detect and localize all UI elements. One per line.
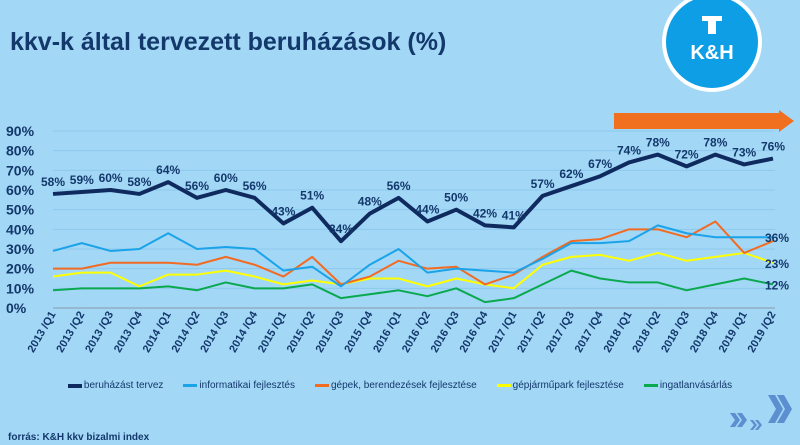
y-tick-label: 60% xyxy=(6,182,35,198)
legend-swatch xyxy=(315,384,329,387)
series-line xyxy=(52,269,774,304)
data-label: 60% xyxy=(99,171,123,185)
chart-legend: beruházást tervez informatikai fejlesztés… xyxy=(0,380,800,391)
trend-arrow-icon xyxy=(614,110,794,132)
x-tick-label: 2016 /Q2 xyxy=(400,310,433,355)
data-label: 78% xyxy=(703,136,727,150)
y-tick-label: 0% xyxy=(6,300,27,316)
x-tick-label: 2013 /Q3 xyxy=(83,310,116,355)
y-tick-label: 10% xyxy=(6,280,35,296)
legend-label: informatikai fejlesztés xyxy=(199,380,295,391)
line-chart: 0%10%20%30%40%50%60%70%80%90%2013 /Q1201… xyxy=(6,123,789,355)
y-tick-label: 30% xyxy=(6,241,35,257)
data-label: 42% xyxy=(473,206,497,220)
x-tick-label: 2016 /Q3 xyxy=(429,310,462,355)
legend-item: ingatlanvásárlás xyxy=(643,380,733,391)
y-tick-label: 90% xyxy=(6,123,35,139)
data-label: 50% xyxy=(444,191,468,205)
y-tick-label: 80% xyxy=(6,143,35,159)
data-label: 73% xyxy=(732,145,756,159)
data-label: 72% xyxy=(675,147,699,161)
data-label: 56% xyxy=(387,179,411,193)
x-tick-label: 2019 /Q2 xyxy=(746,310,779,355)
legend-swatch xyxy=(496,384,511,387)
series-line xyxy=(52,251,774,290)
chart-title: kkv-k által tervezett beruházások (%) xyxy=(10,28,447,56)
x-tick-label: 2017 /Q2 xyxy=(515,310,548,355)
data-label: 64% xyxy=(156,163,180,177)
legend-item: informatikai fejlesztés xyxy=(183,380,295,391)
data-label: 44% xyxy=(415,202,439,216)
data-label: 12% xyxy=(765,278,789,292)
x-tick-label: 2017 /Q3 xyxy=(544,310,577,355)
legend-item: gépjárműpark fejlesztése xyxy=(496,380,624,391)
data-label: 58% xyxy=(127,175,151,189)
data-label: 41% xyxy=(502,208,526,222)
data-label: 57% xyxy=(531,177,555,191)
series-line xyxy=(52,224,773,288)
legend-swatch xyxy=(643,384,658,387)
x-tick-label: 2014 /Q2 xyxy=(170,310,203,355)
data-label: 76% xyxy=(761,140,785,154)
data-label: 60% xyxy=(214,171,238,185)
data-label: 51% xyxy=(300,189,324,203)
x-tick-label: 2018 /Q3 xyxy=(659,310,692,355)
chevrons-icon xyxy=(730,395,792,430)
legend-label: gépek, berendezések fejlesztése xyxy=(331,380,477,391)
y-tick-label: 50% xyxy=(6,202,35,218)
data-label: 43% xyxy=(271,204,295,218)
x-tick-label: 2013 /Q2 xyxy=(54,310,87,355)
y-tick-label: 40% xyxy=(6,221,35,237)
legend-label: beruházást tervez xyxy=(83,380,164,391)
data-label: 34% xyxy=(329,222,353,236)
data-label: 67% xyxy=(588,157,612,171)
x-tick-label: 2014 /Q1 xyxy=(141,310,174,355)
x-tick-label: 2018 /Q2 xyxy=(630,310,663,355)
data-label: 78% xyxy=(646,136,670,150)
series-line xyxy=(52,152,774,244)
data-label: 58% xyxy=(41,175,65,189)
source-note: forrás: K&H kkv bizalmi index xyxy=(8,432,150,443)
data-label: 74% xyxy=(617,143,641,157)
legend-swatch xyxy=(67,383,82,388)
x-tick-label: 2015 /Q1 xyxy=(256,310,289,355)
legend-item: gépek, berendezések fejlesztése xyxy=(315,380,477,391)
x-tick-label: 2015 /Q3 xyxy=(314,310,347,355)
kh-logo: K&H xyxy=(662,0,762,92)
data-label: 59% xyxy=(70,173,94,187)
data-label: 23% xyxy=(765,257,789,271)
series-line xyxy=(53,220,774,286)
legend-label: gépjárműpark fejlesztése xyxy=(512,380,624,391)
data-label: 36% xyxy=(765,231,789,245)
logo-mark-icon xyxy=(702,16,722,34)
data-label: 56% xyxy=(185,179,209,193)
y-tick-label: 70% xyxy=(6,162,35,178)
x-tick-label: 2013 /Q1 xyxy=(26,310,59,355)
logo-text: K&H xyxy=(690,42,734,64)
data-label: 56% xyxy=(243,179,267,193)
legend-label: ingatlanvásárlás xyxy=(659,380,733,391)
x-tick-label: 2016 /Q1 xyxy=(371,310,404,355)
legend-swatch xyxy=(183,384,198,387)
legend-item: beruházást tervez xyxy=(67,380,164,391)
y-tick-label: 20% xyxy=(6,261,35,277)
x-tick-label: 2015 /Q2 xyxy=(285,310,318,355)
x-tick-label: 2014 /Q3 xyxy=(198,310,231,355)
data-label: 62% xyxy=(559,167,583,181)
data-label: 48% xyxy=(358,195,382,209)
x-tick-label: 2019 /Q1 xyxy=(717,310,750,355)
x-tick-label: 2017 /Q1 xyxy=(486,310,519,355)
x-tick-label: 2018 /Q1 xyxy=(602,310,635,355)
